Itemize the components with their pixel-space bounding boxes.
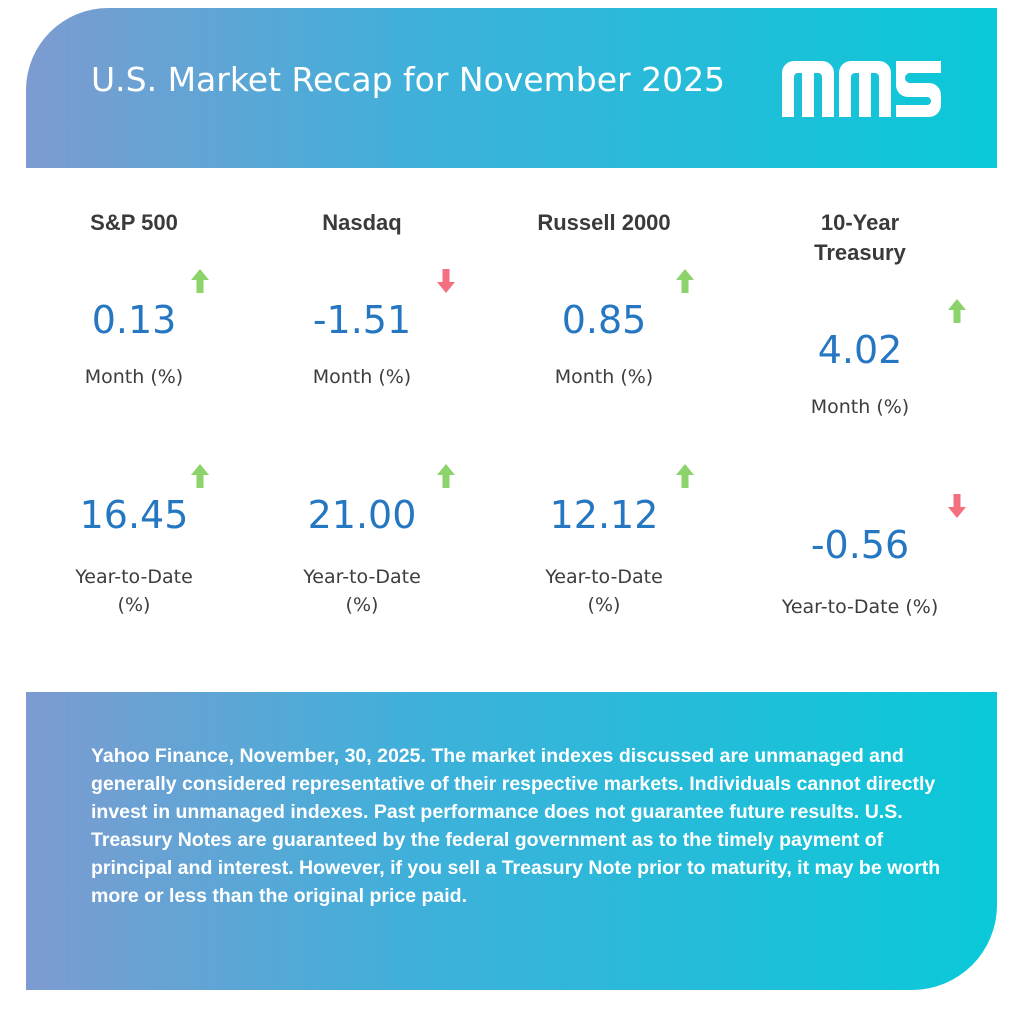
ytd-label: Year-to-Date (%) <box>781 596 939 618</box>
disclaimer-text: Yahoo Finance, November, 30, 2025. The m… <box>91 745 941 907</box>
index-name: Russell 2000 <box>537 210 671 235</box>
month-label: Month (%) <box>554 366 654 388</box>
ytd-value: 21.00 <box>307 493 417 537</box>
month-label: Month (%) <box>84 366 184 388</box>
arrow-up-icon <box>191 464 209 488</box>
index-column-russell2000: Russell 2000 0.85 Month (%) 12.12 Year-t… <box>484 200 724 640</box>
index-name: Nasdaq <box>322 210 402 235</box>
month-value: 0.85 <box>561 298 647 342</box>
month-label: Month (%) <box>810 396 910 418</box>
index-column-10yr-treasury: 10-Year Treasury 4.02 Month (%) -0.56 Ye… <box>740 200 980 640</box>
page-title: U.S. Market Recap for November 2025 <box>91 60 726 99</box>
arrow-down-icon <box>437 269 455 293</box>
ytd-value: -0.56 <box>810 523 910 567</box>
month-value: -1.51 <box>312 298 412 342</box>
arrow-up-icon <box>676 464 694 488</box>
header-banner: U.S. Market Recap for November 2025 <box>26 8 997 168</box>
month-label: Month (%) <box>312 366 412 388</box>
month-value: 0.13 <box>91 298 177 342</box>
arrow-up-icon <box>676 269 694 293</box>
arrow-up-icon <box>437 464 455 488</box>
ytd-value: 16.45 <box>79 493 189 537</box>
ytd-label: Year-to-Date (%) <box>303 566 421 616</box>
mms-logo <box>782 61 941 117</box>
index-name: S&P 500 <box>90 210 178 235</box>
ytd-value: 12.12 <box>549 493 659 537</box>
arrow-up-icon <box>948 299 966 323</box>
ytd-label: Year-to-Date (%) <box>75 566 193 616</box>
ytd-label: Year-to-Date (%) <box>545 566 663 616</box>
index-name: 10-Year Treasury <box>814 210 906 265</box>
month-value: 4.02 <box>817 328 903 372</box>
index-column-nasdaq: Nasdaq -1.51 Month (%) 21.00 Year-to-Dat… <box>242 200 482 640</box>
arrow-down-icon <box>948 494 966 518</box>
disclaimer-banner: Yahoo Finance, November, 30, 2025. The m… <box>26 692 997 990</box>
arrow-up-icon <box>191 269 209 293</box>
index-column-sp500: S&P 500 0.13 Month (%) 16.45 Year-to-Dat… <box>14 200 254 640</box>
